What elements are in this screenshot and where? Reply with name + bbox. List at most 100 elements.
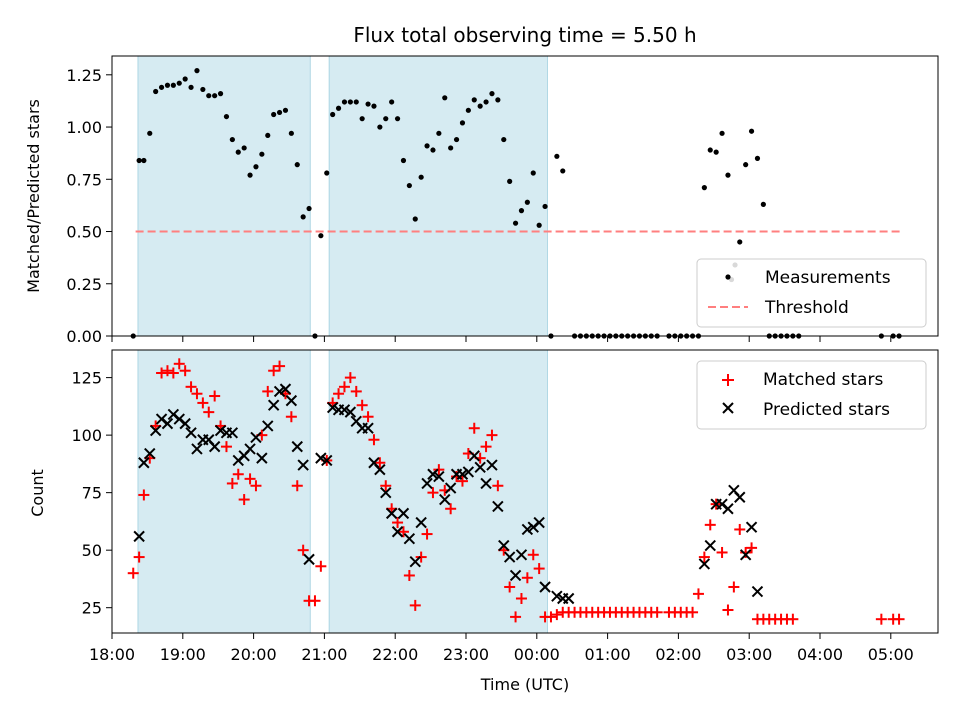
- shaded-interval-1: [137, 55, 311, 337]
- measurement-point: [719, 130, 725, 136]
- matched-star-point: [893, 613, 905, 625]
- predicted-star-point: [138, 457, 150, 469]
- y-tick-label: 0.50: [66, 223, 102, 242]
- matched-star-point: [445, 503, 457, 515]
- predicted-star-point: [403, 532, 416, 545]
- measurement-point: [748, 128, 755, 134]
- legend-predicted-marker: [722, 402, 734, 414]
- matched-star-point: [185, 381, 197, 393]
- predicted-star-point: [179, 417, 191, 430]
- predicted-star-point: [745, 521, 758, 533]
- x-tick-label: 23:00: [443, 645, 489, 664]
- matched-star-point: [875, 613, 887, 625]
- x-tick-label: 04:00: [797, 645, 843, 664]
- measurement-point: [701, 185, 707, 191]
- measurement-point: [136, 157, 142, 164]
- matched-star-point: [728, 581, 740, 593]
- measurement-point: [424, 143, 430, 149]
- predicted-star-point: [704, 539, 716, 552]
- matched-star-point: [138, 489, 150, 501]
- predicted-star-point: [144, 447, 156, 460]
- y-tick-label: 0.75: [66, 170, 102, 189]
- matched-star-point: [362, 411, 374, 423]
- matched-star-point: [492, 480, 504, 492]
- matched-star-point: [179, 365, 191, 377]
- measurement-point: [188, 84, 194, 90]
- measurement-point: [276, 109, 283, 116]
- predicted-star-point: [161, 417, 174, 430]
- matched-star-point: [397, 526, 409, 538]
- chart-title: Flux total observing time = 5.50 h: [353, 23, 696, 47]
- predicted-star-point: [751, 585, 764, 598]
- y-tick-label: 25: [82, 599, 102, 618]
- measurement-point: [235, 149, 241, 155]
- measurement-point: [495, 97, 501, 103]
- predicted-star-point: [698, 558, 711, 570]
- measurement-point: [306, 205, 312, 212]
- measurement-point: [259, 151, 265, 157]
- measurement-point: [371, 103, 377, 109]
- matched-star-point: [392, 517, 404, 529]
- measurement-point: [335, 105, 342, 111]
- matched-star-point: [226, 477, 238, 489]
- matched-star-point: [515, 592, 527, 604]
- measurement-point: [217, 91, 224, 97]
- top-legend-box: [696, 258, 927, 328]
- measurement-point: [743, 162, 749, 168]
- matched-star-point: [203, 406, 215, 418]
- matched-star-point: [291, 480, 303, 492]
- matched-star-point: [521, 572, 533, 584]
- matched-star-point: [504, 581, 516, 593]
- legend-threshold-label: Threshold: [764, 298, 849, 318]
- matched-star-point: [510, 611, 522, 623]
- x-tick-label: 03:00: [726, 645, 772, 664]
- measurement-point: [524, 199, 530, 205]
- measurement-point: [406, 182, 412, 189]
- predicted-star-point: [191, 443, 203, 455]
- predicted-star-point: [344, 406, 357, 418]
- matched-star-point: [787, 613, 799, 625]
- predicted-star-point: [415, 516, 427, 529]
- predicted-star-point: [562, 592, 575, 605]
- matched-star-point: [262, 385, 274, 397]
- matched-star-point: [156, 367, 168, 379]
- measurement-point: [560, 168, 566, 174]
- matched-star-point: [716, 546, 728, 558]
- top-legend: Measurements Threshold: [696, 258, 927, 328]
- predicted-star-point: [427, 468, 439, 480]
- matched-star-point: [545, 611, 557, 623]
- measurement-point: [471, 97, 477, 103]
- matched-star-point: [480, 441, 492, 453]
- legend-measurements-marker: [725, 274, 731, 280]
- x-tick-label: 02:00: [655, 645, 701, 664]
- measurement-point: [459, 120, 466, 126]
- predicted-star-point: [539, 581, 551, 593]
- matched-star-point: [403, 569, 415, 581]
- measurement-point: [507, 178, 513, 184]
- predicted-star-point: [385, 507, 398, 520]
- legend-measurements-label: Measurements: [765, 268, 891, 288]
- x-tick-label: 21:00: [301, 645, 347, 664]
- bottom-y-axis-label: Count: [28, 469, 47, 517]
- predicted-star-point: [722, 503, 734, 515]
- predicted-star-point: [250, 431, 262, 444]
- predicted-star-point: [397, 507, 410, 520]
- predicted-star-point: [244, 443, 256, 455]
- y-tick-label: 125: [71, 369, 102, 388]
- measurement-point: [418, 174, 424, 180]
- measurement-point: [141, 157, 147, 164]
- predicted-star-point: [279, 383, 292, 395]
- measurement-point: [725, 172, 731, 178]
- predicted-star-point: [226, 427, 239, 439]
- matched-star-point: [746, 542, 758, 554]
- measurement-point: [518, 208, 525, 214]
- shaded-interval-1: [137, 349, 311, 634]
- predicted-star-point: [303, 553, 315, 566]
- matched-star-point: [533, 563, 545, 575]
- bottom-legend-box: [696, 360, 927, 430]
- matched-star-point: [315, 560, 327, 572]
- predicted-star-point: [149, 424, 162, 437]
- y-tick-label: 50: [82, 541, 102, 560]
- matched-star-point: [127, 567, 139, 579]
